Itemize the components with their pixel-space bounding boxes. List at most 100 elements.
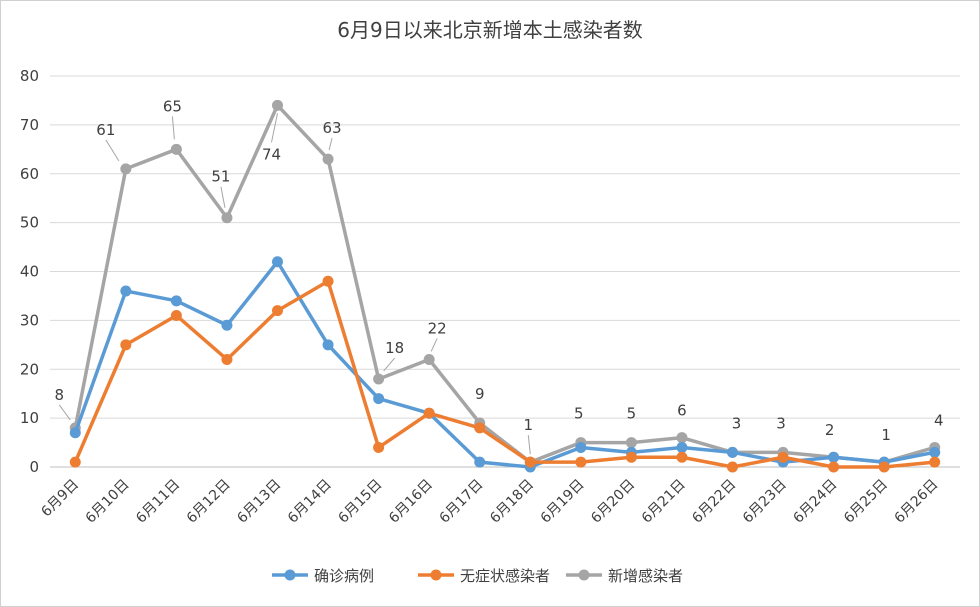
x-tick-label: 6月10日 — [83, 477, 133, 527]
data-point — [272, 305, 283, 317]
legend-swatch-marker — [430, 569, 442, 581]
chart-title: 6月9日以来北京新增本土感染者数 — [337, 18, 642, 42]
data-point — [120, 339, 132, 351]
y-tick-label: 30 — [20, 311, 39, 329]
series-0 — [69, 256, 941, 473]
data-point — [575, 441, 587, 453]
data-point — [676, 441, 688, 453]
data-point — [272, 99, 283, 111]
data-label: 3 — [776, 414, 786, 432]
x-tick-label: 6月25日 — [841, 477, 891, 527]
y-tick-label: 0 — [29, 458, 39, 476]
x-tick-label: 6月13日 — [234, 477, 284, 527]
series-line — [73, 103, 936, 464]
data-label: 5 — [627, 405, 637, 423]
y-tick-label: 50 — [20, 214, 39, 232]
data-label: 3 — [732, 414, 742, 432]
x-tick-label: 6月14日 — [285, 477, 335, 527]
data-point — [69, 456, 81, 468]
data-label-leader — [430, 338, 438, 352]
x-tick-label: 6月12日 — [184, 477, 234, 527]
data-label: 61 — [96, 121, 115, 139]
data-label: 8 — [55, 386, 65, 404]
data-point — [69, 427, 81, 439]
data-label: 18 — [385, 339, 404, 357]
legend-swatch-marker — [578, 569, 590, 581]
data-point — [170, 295, 182, 307]
data-label-leader — [220, 186, 226, 208]
legend-label: 确诊病例 — [314, 567, 374, 585]
data-label-leader — [328, 137, 333, 151]
data-label: 9 — [475, 385, 485, 403]
x-tick-label: 6月19日 — [538, 477, 588, 527]
data-point — [625, 451, 637, 463]
data-point — [727, 461, 738, 473]
data-point — [777, 451, 789, 463]
series-2 — [69, 99, 941, 468]
data-point — [423, 353, 435, 365]
y-tick-label: 10 — [20, 409, 39, 427]
data-point — [373, 373, 385, 385]
data-point — [120, 163, 132, 175]
series-1 — [69, 275, 941, 473]
data-label: 63 — [323, 119, 342, 137]
data-point — [272, 256, 283, 268]
legend-label: 无症状感染者 — [460, 567, 550, 585]
data-label-leader — [58, 404, 71, 421]
data-point — [878, 461, 890, 473]
series-line — [73, 259, 936, 469]
x-tick-label: 6月17日 — [437, 477, 487, 527]
data-label: 1 — [524, 416, 534, 434]
x-axis-ticks: 6月9日 6月10日 6月11日 6月12日 6月13日 6月14日 6月15日 6月16日 6… — [38, 477, 941, 527]
data-point — [828, 461, 840, 473]
data-point — [828, 451, 840, 463]
data-point — [322, 153, 334, 165]
data-point — [929, 456, 941, 468]
data-point — [170, 309, 182, 321]
x-tick-label: 6月22日 — [689, 477, 739, 527]
data-label-leader — [271, 113, 278, 143]
data-point — [373, 441, 385, 453]
x-tick-label: 6月16日 — [386, 477, 436, 527]
data-point — [221, 212, 233, 224]
y-tick-label: 60 — [20, 165, 39, 183]
data-label: 6 — [677, 402, 687, 420]
data-label: 51 — [211, 168, 230, 186]
legend-item: 新增感染者 — [566, 567, 683, 585]
data-point — [575, 456, 587, 468]
y-tick-label: 70 — [20, 116, 39, 134]
x-tick-label: 6月9日 — [38, 477, 82, 521]
data-label: 1 — [881, 426, 891, 444]
data-point — [676, 432, 688, 444]
legend-item: 确诊病例 — [272, 567, 374, 585]
data-label: 5 — [574, 405, 584, 423]
legend-item: 无症状感染者 — [418, 567, 550, 585]
y-tick-label: 80 — [20, 67, 39, 85]
data-label: 22 — [428, 319, 447, 337]
y-tick-label: 40 — [20, 263, 39, 281]
series-line — [73, 279, 935, 469]
data-point — [474, 456, 486, 468]
data-label: 65 — [163, 97, 182, 115]
data-point — [474, 422, 486, 434]
x-tick-label: 6月26日 — [892, 477, 942, 527]
data-point — [322, 275, 334, 287]
data-label-leader — [383, 357, 395, 372]
data-point — [929, 446, 941, 458]
x-tick-label: 6月15日 — [335, 477, 385, 527]
data-point — [373, 393, 385, 405]
data-point — [322, 339, 334, 351]
data-point — [221, 353, 233, 365]
gridlines — [50, 75, 960, 468]
data-label: 4 — [934, 411, 944, 429]
data-label-leader — [105, 139, 120, 162]
series-layer — [69, 99, 941, 473]
data-label-leader — [171, 116, 175, 140]
x-tick-label: 6月11日 — [133, 477, 183, 527]
y-axis-ticks: 0 10 20 30 40 50 60 70 80 — [20, 67, 39, 476]
data-point — [625, 437, 637, 449]
data-point — [524, 456, 536, 468]
